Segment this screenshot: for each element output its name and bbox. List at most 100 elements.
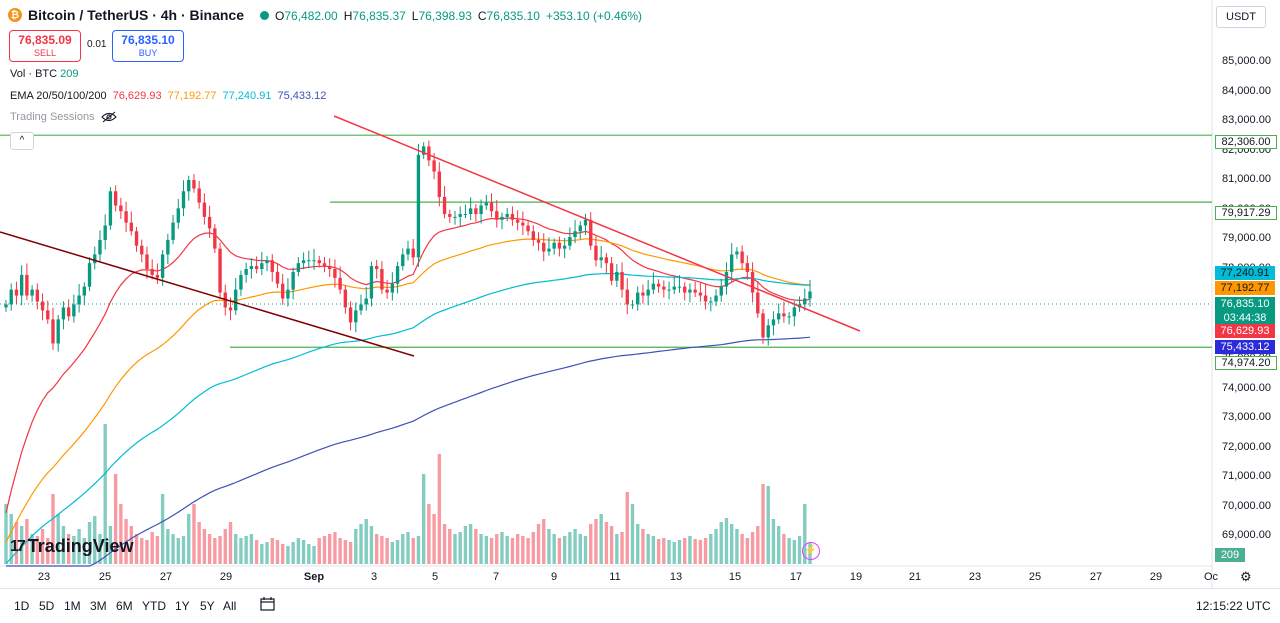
candle-body — [693, 289, 697, 293]
candle-body — [119, 205, 123, 212]
candle-body — [328, 266, 332, 270]
candle-body — [155, 274, 160, 278]
range-button-1m[interactable]: 1M — [64, 599, 81, 613]
time-tick-label: 9 — [550, 571, 558, 583]
volume-bar — [155, 536, 160, 564]
candle-body — [338, 277, 342, 290]
volume-bar — [181, 536, 186, 564]
volume-bar — [625, 492, 629, 564]
ema20-line — [5, 217, 811, 514]
volume-bar — [761, 484, 765, 564]
volume-bar — [672, 542, 676, 564]
volume-bar — [484, 536, 488, 564]
volume-bar — [547, 529, 551, 564]
candle-body — [771, 319, 776, 326]
candle-body — [432, 160, 436, 172]
candle-body — [792, 307, 797, 317]
candle-body — [385, 289, 389, 293]
candle-body — [667, 289, 671, 291]
volume-bar — [474, 529, 478, 564]
candle-body — [406, 248, 410, 255]
candle-body — [296, 263, 301, 272]
volume-bar — [500, 532, 504, 564]
candle-body — [19, 274, 24, 296]
candle-body — [244, 269, 248, 275]
bottom-toolbar — [0, 588, 1280, 623]
eye-hidden-icon[interactable] — [100, 111, 117, 123]
collapse-legend-button[interactable]: ^ — [10, 132, 34, 150]
candle-body — [82, 286, 86, 296]
downtrend-line — [333, 115, 861, 332]
price-badge-level-79917: 79,917.29 — [1215, 206, 1277, 220]
range-button-1d[interactable]: 1D — [14, 599, 30, 613]
range-button-5d[interactable]: 5D — [39, 599, 55, 613]
volume-bar — [56, 514, 60, 564]
candle-body — [166, 239, 170, 255]
range-button-3m[interactable]: 3M — [90, 599, 107, 613]
volume-bar — [322, 536, 327, 564]
volume-bar — [693, 539, 697, 564]
range-button-5y[interactable]: 5Y — [200, 599, 215, 613]
candle-body — [421, 146, 426, 155]
price-tick-label: 81,000.00 — [1222, 173, 1271, 185]
candle-body — [160, 254, 165, 278]
candle-body — [458, 214, 462, 217]
trading-sessions-legend[interactable]: Trading Sessions — [10, 111, 117, 123]
volume-bar — [134, 534, 139, 564]
close-value: 76,835.10 — [486, 9, 540, 23]
candle-body — [782, 313, 786, 317]
volume-bar — [328, 534, 332, 564]
volume-bar — [301, 540, 306, 564]
volume-bar — [651, 536, 656, 564]
candle-body — [270, 260, 274, 272]
currency-selector[interactable]: USDT — [1216, 6, 1266, 28]
symbol-title[interactable]: ₿ Bitcoin / TetherUS · 4h · Binance — [8, 7, 244, 23]
range-button-all[interactable]: All — [223, 599, 237, 613]
ema-legend[interactable]: EMA 20/50/100/200 76,629.93 77,192.77 77… — [10, 90, 326, 102]
settings-gear-icon[interactable]: ⚙ — [1240, 569, 1252, 584]
date-range-icon[interactable] — [259, 596, 277, 615]
volume-bar — [505, 536, 509, 564]
volume-bar — [87, 522, 92, 564]
candle-body — [286, 289, 290, 299]
volume-bar — [730, 524, 734, 564]
volume-bar — [510, 538, 515, 564]
candle-body — [468, 208, 473, 215]
volume-bar — [620, 532, 624, 564]
candle-body — [714, 295, 718, 302]
volume-bar — [307, 544, 311, 564]
candle-body — [46, 310, 50, 320]
range-button-ytd[interactable]: YTD — [142, 599, 166, 613]
candle-body — [51, 319, 55, 344]
alert-bolt-icon[interactable]: ⚡ — [802, 542, 820, 560]
volume-bar — [197, 522, 201, 564]
candle-body — [249, 266, 254, 270]
range-button-6m[interactable]: 6M — [116, 599, 133, 613]
candle-body — [218, 248, 222, 293]
candle-body — [505, 214, 509, 217]
volume-legend-value: 209 — [60, 68, 79, 80]
volume-bar — [719, 522, 723, 564]
price-badge-level-74974: 74,974.20 — [1215, 356, 1277, 370]
low-value: 76,398.93 — [418, 9, 472, 23]
time-tick-label: 25 — [98, 571, 112, 583]
buy-button[interactable]: 76,835.10 BUY — [112, 30, 184, 62]
volume-bar — [589, 524, 593, 564]
candle-body — [688, 289, 692, 293]
range-button-1y[interactable]: 1Y — [175, 599, 190, 613]
candle-body — [66, 307, 71, 317]
volume-bar — [636, 524, 640, 564]
candle-body — [703, 295, 708, 302]
utc-clock[interactable]: 12:15:22 UTC — [1196, 599, 1271, 613]
volume-bar — [296, 538, 301, 564]
volume-bar — [735, 529, 739, 564]
candle-body — [672, 286, 676, 290]
buy-label: BUY — [138, 48, 158, 58]
time-tick-label: 7 — [492, 571, 500, 583]
sell-button[interactable]: 76,835.09 SELL — [9, 30, 81, 62]
volume-legend[interactable]: Vol · BTC 209 — [10, 68, 79, 80]
buy-price: 76,835.10 — [121, 33, 175, 47]
candle-body — [374, 266, 379, 270]
market-status-icon — [260, 11, 269, 20]
